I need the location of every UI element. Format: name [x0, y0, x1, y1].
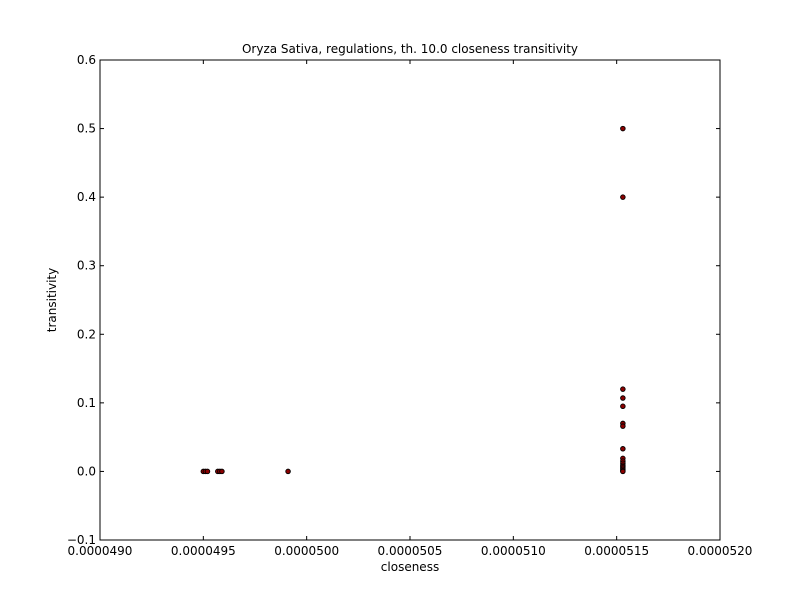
x-tick-label: 0.0000515 [584, 544, 649, 558]
y-tick-label: 0.5 [77, 122, 96, 136]
scatter-point [620, 446, 626, 452]
y-axis-label: transitivity [45, 268, 59, 332]
y-tick-label: 0.3 [77, 259, 96, 273]
y-tick-label: −0.1 [67, 533, 96, 547]
y-axis-ticks: −0.1 0.0 0.1 0.2 0.3 0.4 0.5 0.6 [67, 53, 720, 547]
scatter-point [620, 386, 626, 392]
x-tick-label: 0.0000495 [171, 544, 236, 558]
x-tick-label: 0.0000490 [68, 544, 133, 558]
scatter-point [219, 468, 225, 475]
plot-area-frame [99, 59, 721, 541]
scatter-point [620, 468, 626, 475]
scatter-point [620, 125, 626, 132]
y-tick-label: 0.6 [77, 53, 96, 67]
scatter-point [204, 468, 211, 475]
scatter-point [620, 395, 626, 401]
x-axis-ticks: 0.0000490 0.0000495 0.0000500 0.0000505 0.00… [68, 60, 753, 558]
x-axis-label: closeness [381, 560, 439, 574]
x-tick-label: 0.0000510 [481, 544, 546, 558]
y-tick-label: 0.1 [77, 396, 96, 410]
y-tick-label: 0.0 [77, 464, 96, 478]
chart-title: Oryza Sativa, regulations, th. 10.0 clos… [242, 42, 578, 56]
x-tick-label: 0.0000505 [378, 544, 443, 558]
scatter-point [620, 423, 626, 429]
scatter-point [285, 468, 291, 475]
x-tick-label: 0.0000500 [274, 544, 339, 558]
data-points [200, 125, 626, 475]
x-tick-label: 0.0000520 [688, 544, 753, 558]
y-tick-label: 0.4 [77, 190, 96, 204]
scatter-point [620, 194, 626, 200]
scatter-point [620, 403, 626, 410]
y-tick-label: 0.2 [77, 327, 96, 341]
